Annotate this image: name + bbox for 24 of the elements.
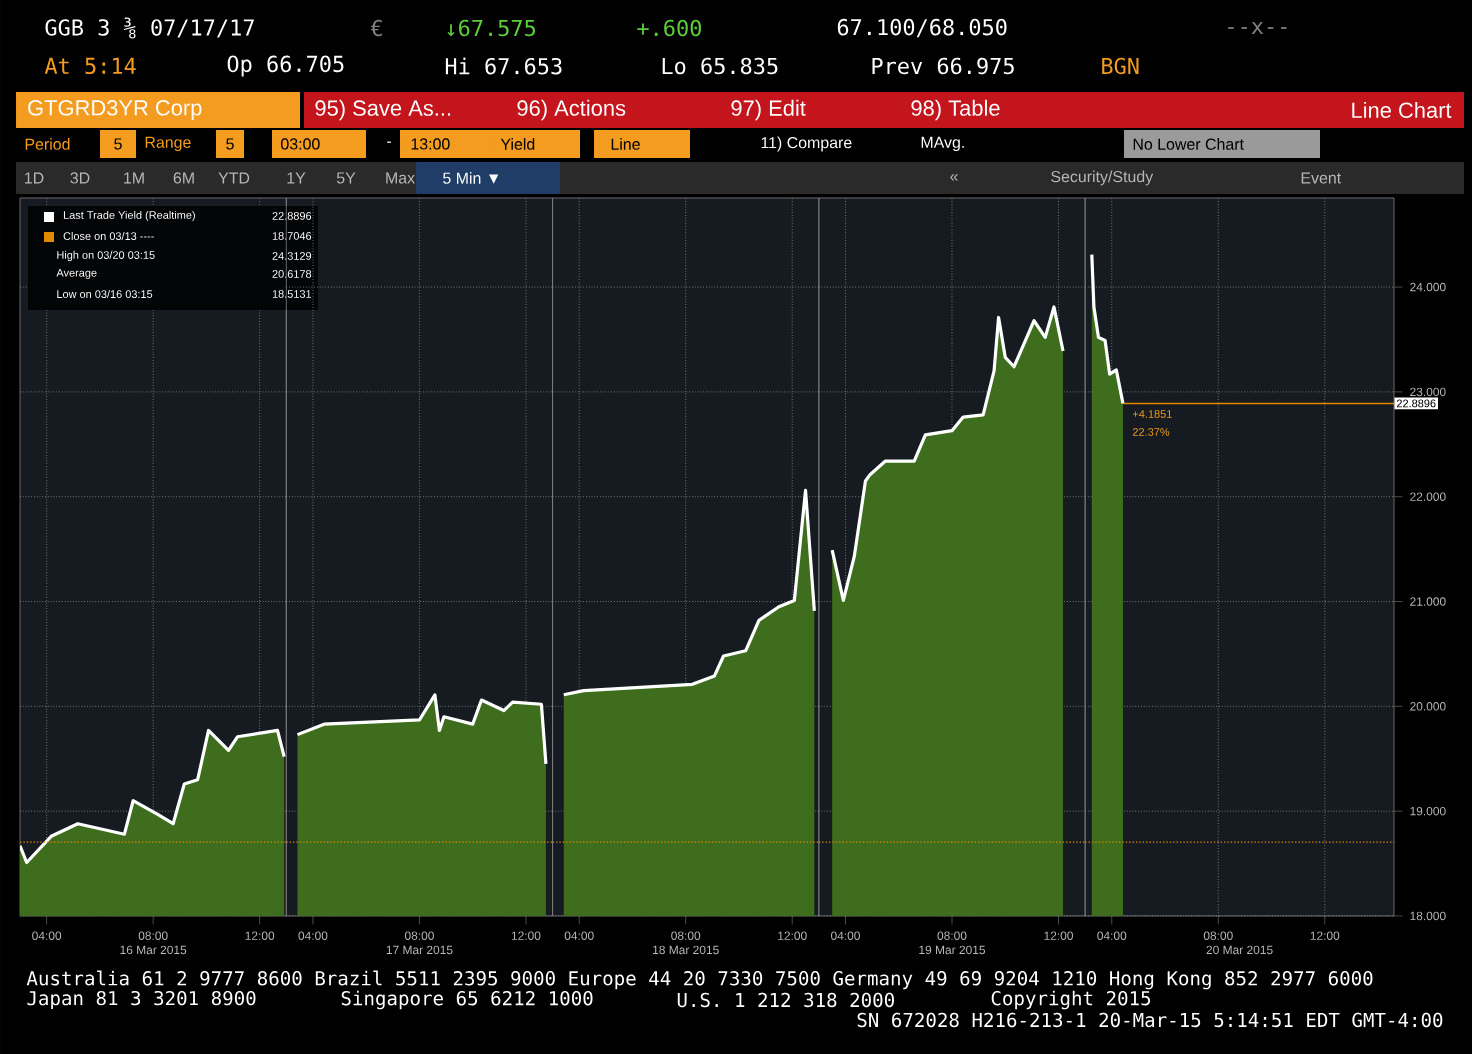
text: Hi 67.653	[445, 57, 562, 75]
text: Line Chart	[1352, 101, 1452, 119]
text: GGB 3 ⅜ 07/17/17	[45, 17, 254, 39]
text: --x--	[1228, 22, 1287, 34]
text: 95) Save As...	[315, 99, 451, 121]
text: +.600	[637, 19, 701, 37]
text: Copyright 2015	[991, 990, 1151, 1010]
text: Op 66.705	[227, 55, 344, 77]
text: ↓67.575	[447, 19, 536, 37]
text: Australia 61 2 9777 8600 Brazil 5511 2395 9000 Europe 44 20 7330 7500 Germany 49 69 9204 1210 Hong Kong 852 2977 6000	[26, 970, 1373, 990]
text: U.S. 1 212 318 2000	[677, 992, 894, 1008]
text: At 5:14	[44, 57, 136, 75]
text: 96) Actions	[517, 99, 626, 121]
text: Lo 65.835	[662, 57, 778, 75]
text: €	[370, 19, 382, 37]
text: 98) Table	[911, 99, 1000, 121]
text: Singapore 65 6212 1000	[341, 990, 593, 1010]
text: Prev 66.975	[872, 57, 1014, 75]
text: SN 672028 H216-213-1 20-Mar-15 5:14:51 EDT GMT-4:00	[857, 1012, 1443, 1028]
text: Japan 81 3 3201 8900	[27, 990, 256, 1010]
text: 97) Edit	[731, 99, 806, 121]
text: BGN	[1102, 57, 1139, 75]
text: 67.100/68.050	[837, 18, 1007, 38]
chart-title: GTGRD3YR Corp	[28, 100, 202, 120]
